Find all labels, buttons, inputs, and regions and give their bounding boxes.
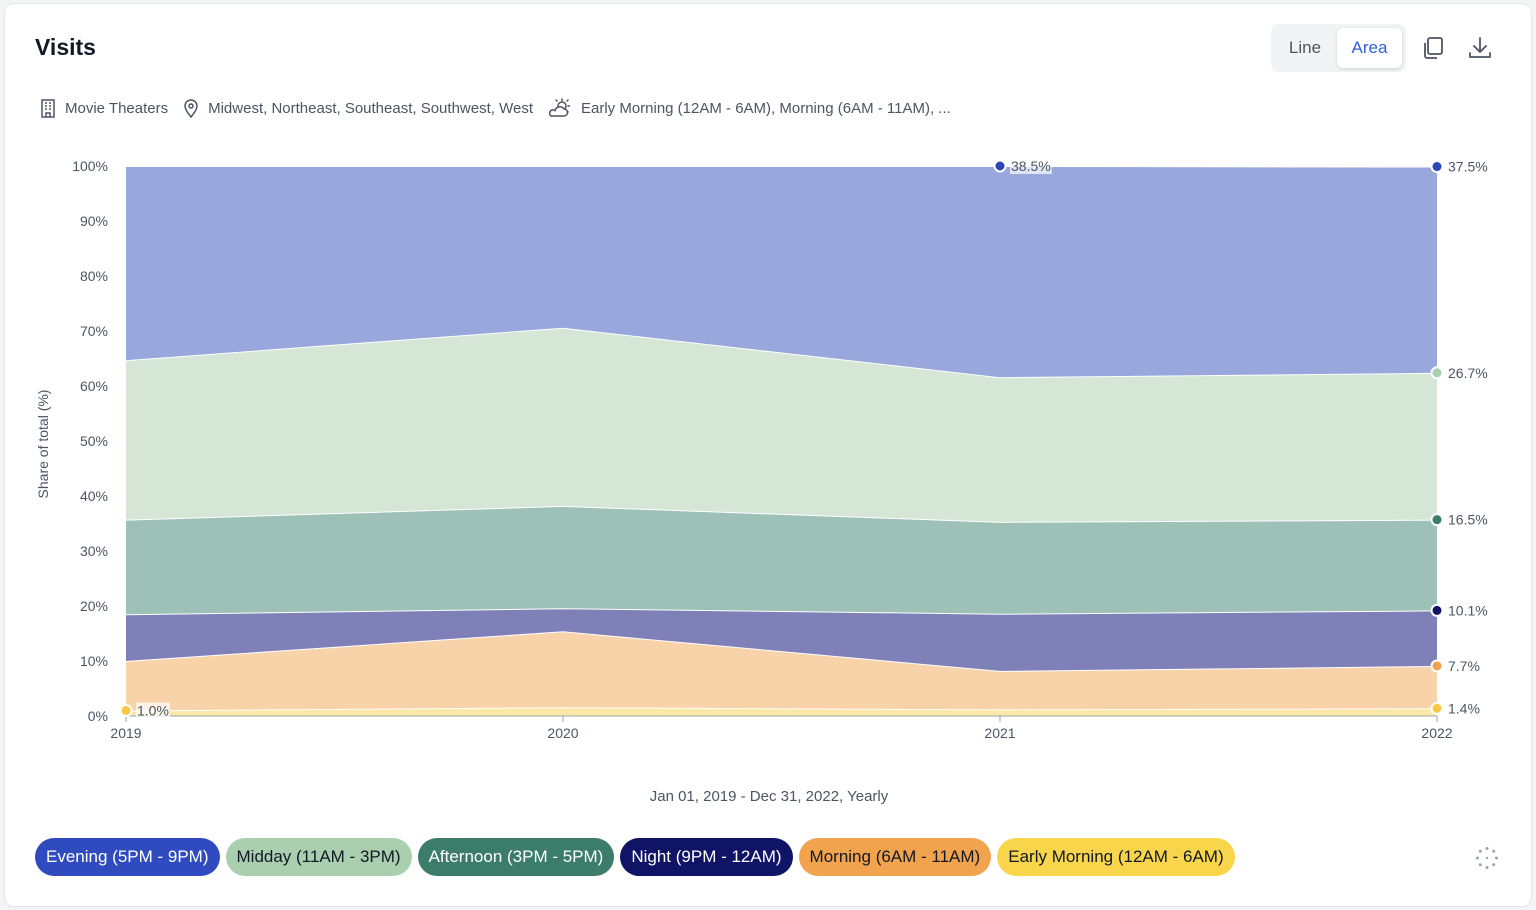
- legend-chip[interactable]: Evening (5PM - 9PM): [35, 838, 220, 876]
- region-filter[interactable]: Midwest, Northeast, Southeast, Southwest…: [182, 98, 533, 118]
- date-range-label: Jan 01, 2019 - Dec 31, 2022, Yearly: [649, 788, 889, 805]
- data-point-label-bg: [1447, 511, 1489, 528]
- data-point-label-bg: [136, 702, 170, 719]
- area-series[interactable]: [126, 631, 1437, 711]
- region-filter-label: Midwest, Northeast, Southeast, Southwest…: [208, 99, 533, 117]
- legend-chip[interactable]: Night (9PM - 12AM): [620, 838, 793, 876]
- category-filter[interactable]: Movie Theaters: [39, 98, 168, 118]
- chart-axes: 0% 10% 20% 30% 40% 50% 60% 70% 80% 90% 100% 2019 202…: [72, 158, 1453, 741]
- data-point-label-bg: [1447, 700, 1481, 717]
- y-tick-label: 90%: [80, 213, 108, 229]
- data-point-marker[interactable]: [119, 704, 133, 717]
- copy-icon: [1424, 37, 1443, 59]
- area-toggle-button[interactable]: Area: [1337, 28, 1402, 68]
- area-series-boundary: [126, 165, 1438, 168]
- data-point-marker[interactable]: [993, 159, 1007, 173]
- chart-type-toggle: Line Area: [1271, 24, 1406, 72]
- download-button[interactable]: [1466, 34, 1494, 62]
- data-point-label: 1.0%: [137, 703, 169, 719]
- x-tick-label: 2021: [984, 725, 1015, 741]
- data-point-label-bg: [1447, 158, 1489, 175]
- data-point-marker[interactable]: [1430, 659, 1444, 673]
- chart-legend: Evening (5PM - 9PM) Midday (11AM - 3PM) Af…: [35, 838, 1241, 876]
- category-filter-label: Movie Theaters: [65, 99, 169, 117]
- line-toggle-button[interactable]: Line: [1288, 38, 1322, 57]
- y-tick-label: 40%: [80, 488, 108, 504]
- sun-cloud-icon: [548, 98, 571, 117]
- stacked-area-chart: 0% 10% 20% 30% 40% 50% 60% 70% 80% 90% 100% 2019 202…: [35, 158, 1489, 741]
- map-pin-icon: [184, 99, 198, 118]
- y-tick-label: 30%: [80, 543, 108, 559]
- copy-button[interactable]: [1419, 34, 1447, 62]
- data-point-label: 16.5%: [1448, 512, 1488, 528]
- loading-spinner-icon: [1476, 847, 1498, 869]
- legend-chip[interactable]: Midday (11AM - 3PM): [225, 838, 412, 876]
- x-tick-label: 2022: [1421, 725, 1452, 741]
- chart-annotations: 1.0% 38.5% 37.5% 26.7% 16.5% 10.1% 7.7% 1.4%: [119, 158, 1489, 719]
- data-point-marker[interactable]: [1430, 366, 1444, 380]
- data-point-label: 10.1%: [1448, 602, 1488, 618]
- x-tick-label: 2020: [547, 725, 578, 741]
- data-point-label: 26.7%: [1448, 365, 1488, 381]
- y-tick-label: 80%: [80, 268, 108, 284]
- chart-areas: [125, 165, 1438, 716]
- legend-chip[interactable]: Early Morning (12AM - 6AM): [997, 838, 1235, 876]
- y-tick-label: 100%: [72, 158, 108, 174]
- data-point-label: 38.5%: [1011, 158, 1051, 174]
- daypart-filter-label: Early Morning (12AM - 6AM), Morning (6AM…: [580, 99, 951, 117]
- data-point-label: 37.5%: [1448, 159, 1488, 175]
- data-point-marker[interactable]: [1430, 513, 1444, 527]
- data-point-marker[interactable]: [1430, 160, 1444, 174]
- data-point-marker[interactable]: [1430, 701, 1444, 715]
- y-tick-label: 60%: [80, 378, 108, 394]
- legend-chip[interactable]: Afternoon (3PM - 5PM): [417, 838, 615, 876]
- y-tick-label: 50%: [80, 433, 108, 449]
- visits-card: Visits Line Area Movie Theaters: [4, 3, 1532, 907]
- data-point-label-bg: [1447, 364, 1489, 381]
- loading-spinner: [1475, 846, 1499, 870]
- legend-chip[interactable]: Morning (6AM - 11AM): [798, 838, 992, 876]
- data-point-label: 1.4%: [1448, 700, 1480, 716]
- card-title: Visits: [35, 34, 96, 60]
- download-icon: [1469, 37, 1491, 58]
- data-point-label-bg: [1010, 158, 1052, 174]
- y-tick-label: 70%: [80, 323, 108, 339]
- area-series[interactable]: [126, 505, 1437, 615]
- x-tick-label: 2019: [110, 725, 141, 741]
- y-tick-label: 10%: [80, 653, 108, 669]
- daypart-filter[interactable]: Early Morning (12AM - 6AM), Morning (6AM…: [547, 98, 951, 118]
- building-icon: [41, 99, 55, 118]
- area-series[interactable]: [126, 608, 1437, 671]
- area-series[interactable]: [126, 166, 1437, 378]
- data-point-marker[interactable]: [1430, 603, 1444, 617]
- y-tick-label: 0%: [88, 708, 108, 724]
- y-axis-label: Share of total (%): [35, 390, 51, 499]
- data-point-label-bg: [1447, 602, 1489, 619]
- data-point-label: 7.7%: [1448, 658, 1480, 674]
- filter-summary: Movie Theaters Midwest, Northeast, South…: [39, 96, 965, 120]
- data-point-label-bg: [1447, 657, 1481, 674]
- y-tick-label: 20%: [80, 598, 108, 614]
